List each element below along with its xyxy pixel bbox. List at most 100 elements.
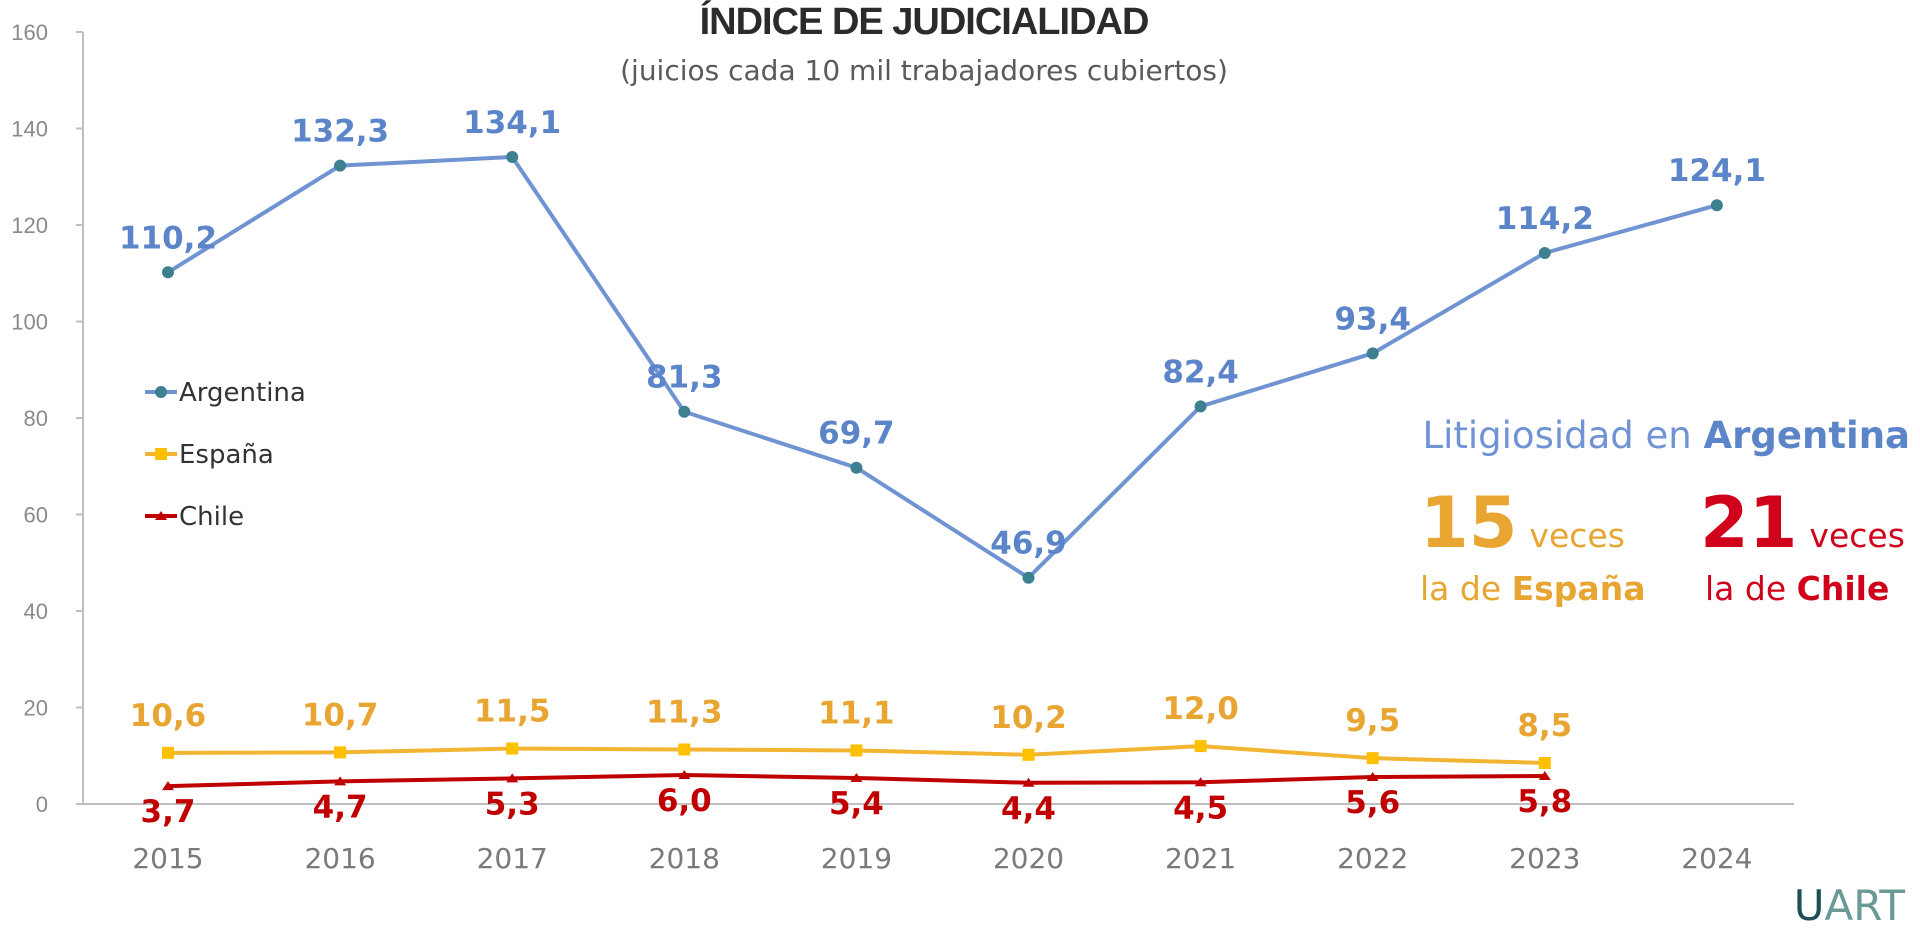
series-españa: 10,6 10,7 11,5 11,3 11,1 10,2 12,0 9,5 8,5 bbox=[130, 691, 1572, 769]
data-point bbox=[1022, 748, 1035, 761]
spain-caption-prefix: la de bbox=[1420, 569, 1512, 608]
x-tick-label: 2019 bbox=[821, 842, 892, 875]
data-point bbox=[506, 742, 519, 755]
data-label: 8,5 bbox=[1517, 708, 1572, 744]
data-point bbox=[1194, 777, 1207, 787]
chile-caption: la de Chile bbox=[1705, 569, 1889, 608]
data-point bbox=[162, 746, 174, 759]
data-point bbox=[506, 150, 519, 163]
x-tick-label: 2024 bbox=[1681, 842, 1752, 875]
spain-veces: veces bbox=[1529, 516, 1624, 555]
y-tick-label: 20 bbox=[24, 696, 48, 721]
data-label: 5,6 bbox=[1345, 785, 1400, 821]
x-tick-label: 2021 bbox=[1165, 842, 1236, 875]
legend-marker bbox=[155, 511, 167, 520]
logo-u: U bbox=[1794, 881, 1825, 930]
data-point bbox=[1366, 752, 1379, 765]
x-tick-label: 2023 bbox=[1509, 842, 1580, 875]
data-point bbox=[1022, 571, 1035, 584]
data-label: 4,4 bbox=[1001, 791, 1056, 827]
chart-subtitle: (juicios cada 10 mil trabajadores cubier… bbox=[620, 54, 1228, 87]
data-point bbox=[1710, 199, 1723, 212]
data-point bbox=[850, 772, 863, 782]
data-point bbox=[1366, 347, 1379, 360]
data-point bbox=[1366, 771, 1379, 781]
data-point bbox=[506, 773, 519, 783]
data-label: 6,0 bbox=[657, 783, 712, 819]
data-label: 46,9 bbox=[990, 526, 1067, 562]
data-point bbox=[334, 776, 347, 786]
data-label: 3,7 bbox=[141, 794, 196, 830]
data-point bbox=[678, 770, 691, 780]
data-label: 132,3 bbox=[291, 114, 389, 150]
y-tick-label: 80 bbox=[24, 406, 48, 431]
chile-caption-bold: Chile bbox=[1797, 569, 1890, 608]
y-tick-label: 160 bbox=[11, 20, 48, 45]
data-label: 4,7 bbox=[313, 789, 368, 825]
data-label: 11,3 bbox=[646, 694, 723, 730]
chile-veces: veces bbox=[1809, 516, 1904, 555]
x-tick-label: 2016 bbox=[304, 842, 375, 875]
legend-marker bbox=[155, 448, 167, 460]
chart-title: ÍNDICE DE JUDICIALIDAD bbox=[700, 0, 1149, 43]
x-tick-label: 2015 bbox=[132, 842, 203, 875]
x-tick-label: 2020 bbox=[993, 842, 1064, 875]
chile-multiplier: 21 bbox=[1700, 482, 1797, 564]
legend-item-argentina: Argentina bbox=[145, 378, 306, 408]
data-label: 82,4 bbox=[1162, 354, 1239, 390]
y-tick-label: 140 bbox=[11, 117, 48, 142]
data-label: 10,7 bbox=[302, 697, 379, 733]
data-label: 69,7 bbox=[818, 416, 895, 452]
y-tick-label: 60 bbox=[24, 503, 48, 528]
spain-multiplier: 15 bbox=[1420, 482, 1517, 564]
legend-item-españa: España bbox=[145, 440, 274, 470]
legend-label: Chile bbox=[179, 502, 244, 532]
y-tick-label: 0 bbox=[36, 792, 48, 817]
data-point bbox=[1538, 756, 1551, 769]
series-argentina: 110,2 132,3 134,1 81,3 69,7 46,9 82,4 93,4 114,2… bbox=[119, 105, 1766, 584]
data-label: 114,2 bbox=[1496, 201, 1594, 237]
legend-marker bbox=[155, 386, 167, 398]
data-point bbox=[162, 266, 174, 279]
spain-caption: la de España bbox=[1420, 569, 1645, 608]
data-point bbox=[850, 461, 863, 474]
legend-label: España bbox=[179, 440, 274, 470]
data-label: 11,5 bbox=[474, 694, 551, 730]
data-point bbox=[850, 744, 863, 757]
series-line bbox=[166, 154, 1718, 581]
data-point bbox=[334, 159, 347, 172]
data-label: 9,5 bbox=[1345, 703, 1400, 739]
data-point bbox=[678, 743, 691, 756]
data-point bbox=[1194, 740, 1207, 753]
x-tick-label: 2018 bbox=[649, 842, 720, 875]
data-label: 4,5 bbox=[1173, 790, 1228, 826]
legend-item-chile: Chile bbox=[145, 502, 244, 532]
data-point bbox=[162, 781, 174, 791]
annotation-headline: Litigiosidad en Argentina bbox=[1422, 414, 1910, 457]
data-label: 10,2 bbox=[990, 700, 1067, 736]
data-label: 10,6 bbox=[130, 698, 207, 734]
data-point bbox=[334, 746, 347, 759]
uart-logo: UART bbox=[1794, 881, 1906, 930]
data-label: 5,4 bbox=[829, 786, 884, 822]
annotation: Litigiosidad en Argentina 15 veces la de… bbox=[1420, 414, 1910, 608]
data-point bbox=[678, 405, 691, 418]
y-tick-label: 100 bbox=[11, 310, 48, 335]
legend-label: Argentina bbox=[179, 378, 306, 408]
data-label: 11,1 bbox=[818, 695, 895, 731]
data-point bbox=[1538, 246, 1551, 259]
logo-rest: ART bbox=[1824, 881, 1905, 930]
data-point bbox=[1194, 400, 1207, 413]
annotation-headline-bold: Argentina bbox=[1704, 414, 1910, 457]
data-label: 5,8 bbox=[1517, 784, 1572, 820]
y-tick-label: 40 bbox=[24, 599, 48, 624]
x-tick-label: 2022 bbox=[1337, 842, 1408, 875]
x-tick-label: 2017 bbox=[477, 842, 548, 875]
y-tick-label: 120 bbox=[11, 213, 48, 238]
data-point bbox=[1538, 771, 1551, 781]
data-label: 110,2 bbox=[119, 220, 217, 256]
data-label: 93,4 bbox=[1334, 301, 1411, 337]
spain-caption-bold: España bbox=[1512, 569, 1646, 608]
data-label: 81,3 bbox=[646, 360, 723, 396]
